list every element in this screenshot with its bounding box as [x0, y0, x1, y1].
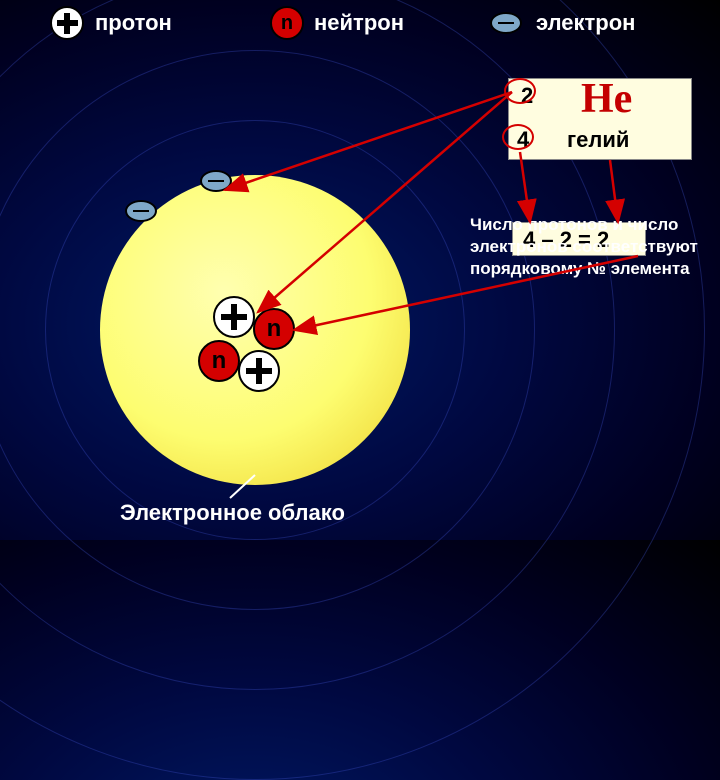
note-line-2: электронов соответствуют	[470, 236, 710, 258]
cloud-label: Электронное облако	[120, 500, 345, 526]
note-line-3: порядковому № элемента	[470, 258, 710, 280]
neutron-icon: n	[270, 6, 304, 40]
electron-particle	[125, 200, 157, 222]
neutron-letter: n	[281, 12, 293, 35]
neutron-particle: n	[253, 308, 295, 350]
element-name: гелий	[567, 127, 629, 153]
neutron-label: нейтрон	[314, 10, 404, 36]
electron-particle	[200, 170, 232, 192]
oval-atomic	[504, 78, 536, 104]
proton-icon	[50, 6, 84, 40]
proton-particle	[213, 296, 255, 338]
oval-mass	[502, 124, 534, 150]
neutron-particle: n	[198, 340, 240, 382]
neutron-letter: n	[267, 315, 282, 343]
note-text: Число протонов и число электронов соотве…	[470, 214, 710, 280]
note-line-1: Число протонов и число	[470, 214, 710, 236]
proton-label: протон	[95, 10, 172, 36]
element-symbol: He	[581, 75, 632, 123]
electron-label: электрон	[536, 10, 635, 36]
electron-icon	[490, 12, 522, 34]
neutron-letter: n	[212, 347, 227, 375]
proton-particle	[238, 350, 280, 392]
